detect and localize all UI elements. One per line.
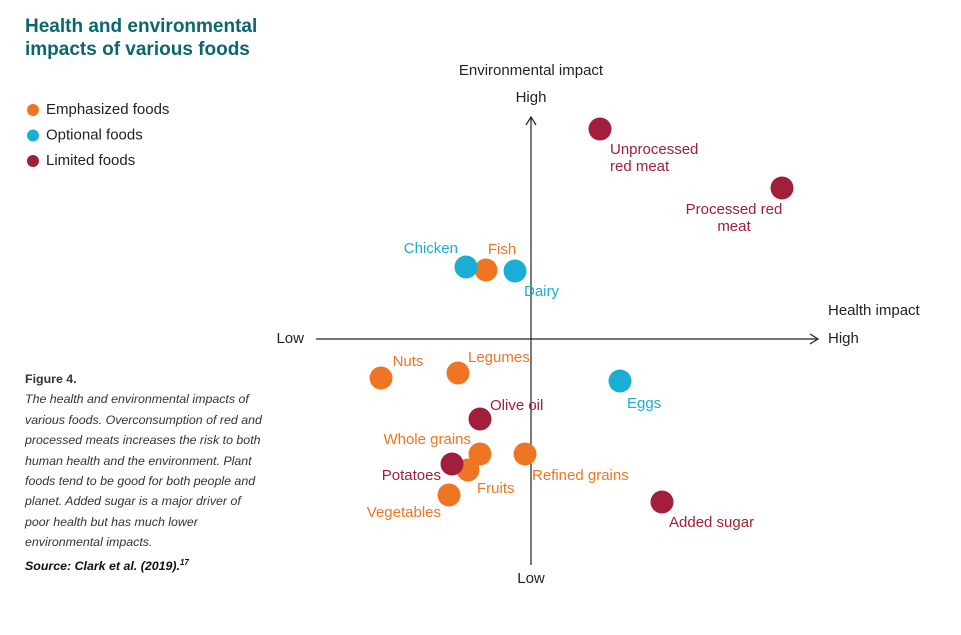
point-label: Unprocessed red meat [610,140,699,175]
caption-text: The health and environmental impacts of … [25,392,262,550]
y-axis-low: Low [517,570,545,587]
point-label: Potatoes [381,466,441,484]
point [608,369,632,393]
point-label: Legumes [468,348,530,366]
point-label: Whole grains [383,430,471,448]
point [503,259,527,283]
point-label: Added sugar [669,513,755,531]
point-label: Fruits [477,479,515,497]
point-label: Fish [487,240,517,258]
point [369,366,393,390]
point [446,361,470,385]
x-axis-high: High [828,330,859,347]
point-label: Olive oil [490,396,544,414]
point [474,258,498,282]
x-axis-low: Low [276,330,304,347]
legend-marker [27,129,39,142]
chart-title: Health and environmental impacts of vari… [25,16,258,60]
point [650,490,674,514]
point [513,442,537,466]
point-label: Refined grains [532,466,629,484]
x-axis-arrow [809,333,820,345]
y-axis-arrow [525,115,537,126]
point [440,452,464,476]
point-label: Dairy [524,282,560,300]
y-axis-high: High [516,89,547,106]
source: Source: Clark et al. (2019).17 [25,553,263,577]
legend-marker [27,155,39,167]
point [770,176,794,200]
legend-label: Limited foods [46,152,135,169]
legend-marker [27,104,39,116]
legend-label: Emphasized foods [46,101,169,118]
point [454,255,478,279]
point [468,442,492,466]
source-text: Source: Clark et al. (2019). [25,558,180,573]
y-axis-label: Environmental impact [459,62,604,79]
point [588,117,612,141]
figure-label: Figure 4. [25,372,77,386]
x-axis-label: Health impact [828,302,921,319]
point [468,407,492,431]
point-label: Eggs [627,394,662,412]
source-ref: 17 [179,557,189,567]
point-label: Processed red meat [685,200,783,235]
point-label: Vegetables [366,503,441,521]
legend-label: Optional foods [46,126,143,143]
point [437,483,461,507]
point-label: Nuts [392,352,424,370]
caption: Figure 4. The health and environmental i… [25,369,263,576]
point-label: Chicken [403,239,458,257]
